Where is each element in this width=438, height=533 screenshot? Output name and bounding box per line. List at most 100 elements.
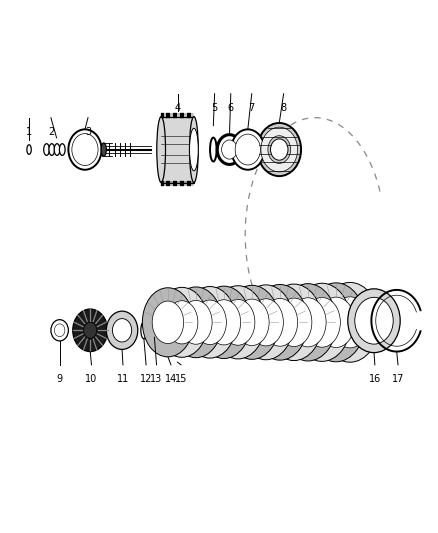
Bar: [167, 181, 168, 186]
Ellipse shape: [54, 144, 60, 156]
Bar: [179, 181, 180, 186]
Ellipse shape: [49, 144, 55, 156]
Text: 17: 17: [392, 374, 404, 384]
Ellipse shape: [190, 128, 198, 171]
Bar: [172, 181, 173, 186]
Bar: [170, 181, 171, 186]
Ellipse shape: [152, 301, 184, 344]
Ellipse shape: [101, 143, 106, 156]
Ellipse shape: [197, 286, 251, 359]
Text: 6: 6: [228, 103, 234, 114]
Circle shape: [84, 322, 97, 338]
Bar: [175, 113, 176, 118]
Ellipse shape: [156, 287, 208, 357]
Bar: [188, 181, 189, 186]
Ellipse shape: [279, 284, 336, 361]
Circle shape: [235, 134, 261, 165]
Text: 7: 7: [249, 103, 255, 114]
Circle shape: [68, 130, 102, 169]
Ellipse shape: [262, 298, 297, 346]
Circle shape: [268, 136, 290, 164]
Ellipse shape: [235, 299, 269, 345]
Bar: [186, 181, 187, 186]
Text: 2: 2: [48, 127, 54, 137]
Text: 4: 4: [174, 103, 180, 114]
Bar: [189, 181, 190, 186]
Ellipse shape: [141, 322, 147, 339]
Bar: [170, 113, 171, 118]
Bar: [175, 181, 176, 186]
Bar: [179, 113, 180, 118]
Bar: [174, 113, 175, 118]
Ellipse shape: [190, 117, 198, 182]
Text: 14: 14: [165, 374, 177, 384]
Bar: [162, 181, 163, 186]
Circle shape: [348, 289, 400, 353]
Bar: [191, 113, 192, 118]
Bar: [162, 113, 163, 118]
Circle shape: [51, 320, 68, 341]
Circle shape: [113, 319, 132, 342]
Bar: [184, 113, 185, 118]
Ellipse shape: [211, 286, 265, 359]
Bar: [193, 113, 194, 118]
Bar: [188, 113, 189, 118]
Bar: [189, 113, 190, 118]
Ellipse shape: [152, 324, 157, 337]
Bar: [168, 181, 169, 186]
Ellipse shape: [180, 301, 212, 344]
Ellipse shape: [290, 298, 326, 347]
Ellipse shape: [166, 301, 198, 344]
Circle shape: [106, 311, 138, 350]
Text: 1: 1: [26, 127, 32, 137]
Bar: [191, 181, 192, 186]
Ellipse shape: [207, 300, 240, 345]
Ellipse shape: [248, 299, 283, 346]
Bar: [161, 181, 162, 186]
Bar: [177, 181, 178, 186]
Bar: [167, 113, 168, 118]
Ellipse shape: [331, 297, 369, 348]
Circle shape: [54, 324, 65, 337]
Ellipse shape: [27, 145, 31, 155]
Bar: [181, 113, 182, 118]
Ellipse shape: [170, 287, 222, 358]
Bar: [174, 181, 175, 186]
Text: 13: 13: [150, 374, 162, 384]
Bar: [177, 113, 178, 118]
Bar: [184, 181, 185, 186]
Circle shape: [217, 135, 242, 165]
Bar: [182, 181, 183, 186]
Ellipse shape: [266, 284, 322, 360]
Bar: [193, 181, 194, 186]
Text: 9: 9: [57, 374, 63, 384]
Circle shape: [258, 123, 301, 176]
Bar: [168, 113, 169, 118]
Ellipse shape: [44, 144, 49, 156]
Circle shape: [261, 127, 297, 172]
Ellipse shape: [184, 287, 237, 358]
Bar: [161, 113, 162, 118]
Text: 11: 11: [117, 374, 129, 384]
Ellipse shape: [225, 285, 279, 359]
Ellipse shape: [210, 138, 217, 161]
Text: 3: 3: [85, 127, 91, 137]
Ellipse shape: [142, 288, 194, 357]
Ellipse shape: [221, 300, 255, 345]
Bar: [186, 113, 187, 118]
Circle shape: [73, 309, 108, 352]
Ellipse shape: [252, 285, 308, 360]
Ellipse shape: [304, 297, 340, 347]
Circle shape: [222, 140, 237, 159]
Ellipse shape: [318, 297, 355, 348]
Bar: [182, 113, 183, 118]
Ellipse shape: [307, 283, 365, 362]
Ellipse shape: [276, 298, 312, 346]
Ellipse shape: [60, 144, 65, 156]
Ellipse shape: [238, 285, 293, 360]
Ellipse shape: [194, 300, 226, 344]
Ellipse shape: [321, 282, 379, 362]
Text: 12: 12: [140, 374, 152, 384]
Text: 5: 5: [212, 103, 218, 114]
Bar: [165, 181, 166, 186]
